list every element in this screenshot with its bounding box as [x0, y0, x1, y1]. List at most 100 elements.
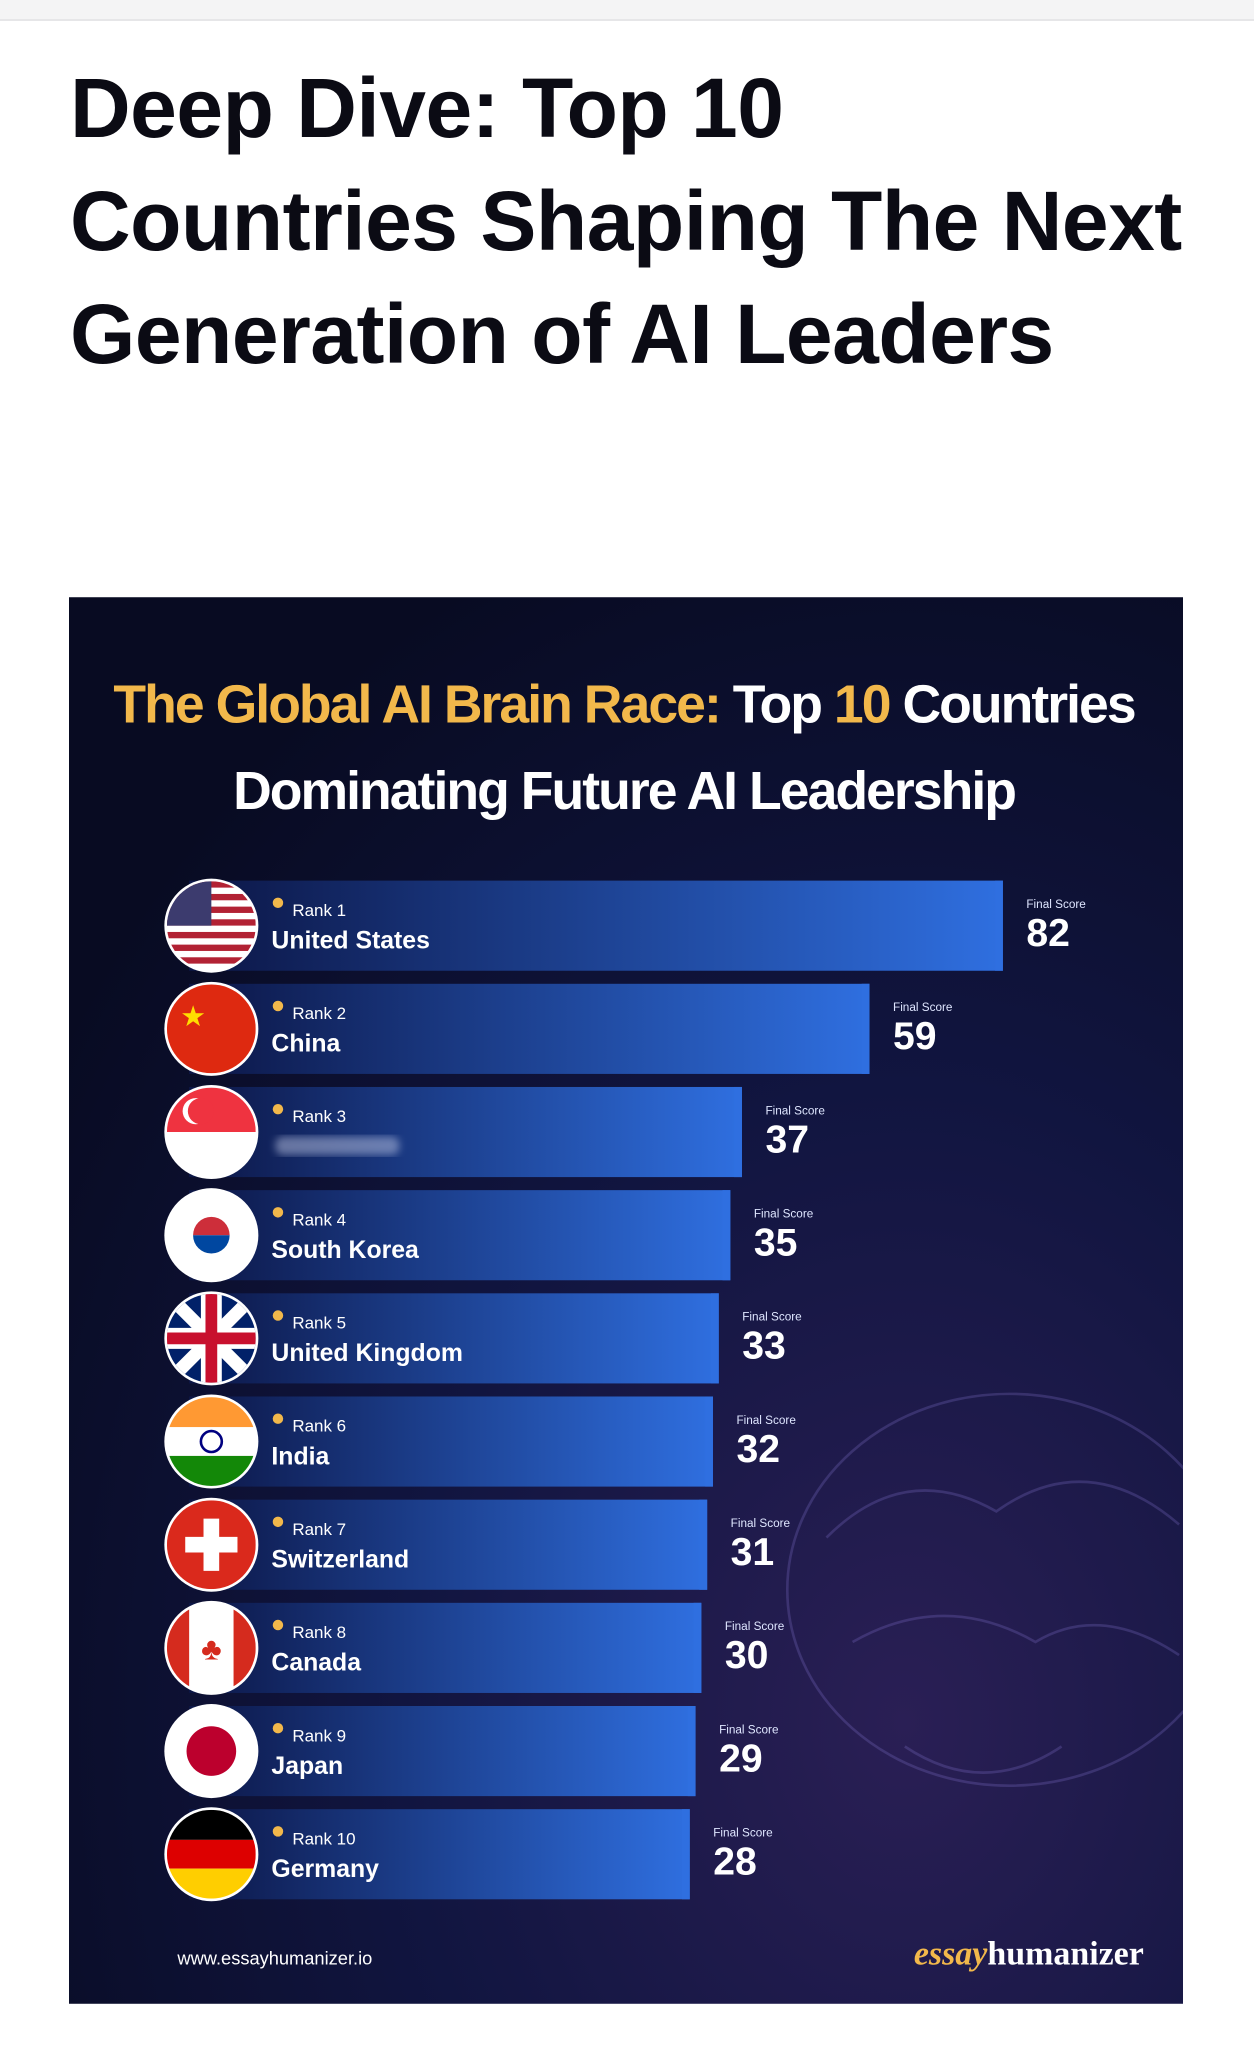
- browser-bar: [0, 0, 1254, 21]
- bar: [189, 1086, 742, 1178]
- rank-icon: [272, 1516, 284, 1528]
- bar-edge: [734, 1086, 742, 1178]
- flag: [166, 1190, 256, 1280]
- score-label: 82: [1026, 912, 1070, 955]
- rank-icon: [272, 1310, 284, 1321]
- bar: [189, 1706, 696, 1797]
- bar: [189, 1190, 731, 1281]
- score-caption: Final Score: [719, 1723, 779, 1736]
- bar-edge: [861, 983, 870, 1074]
- country-label: Germany: [271, 1856, 379, 1883]
- score-label: 28: [713, 1840, 757, 1883]
- country-label: Japan: [271, 1753, 343, 1780]
- flag: [166, 1087, 256, 1177]
- flag-part: [166, 984, 256, 1074]
- logo-part: essay: [914, 1936, 988, 1973]
- bar-edge: [693, 1602, 702, 1693]
- bar: [189, 1396, 713, 1487]
- brain-art: [786, 1392, 1183, 1787]
- bar: [189, 1499, 708, 1590]
- logo: essayhumanizer: [914, 1936, 1144, 1973]
- flag-part: [166, 931, 256, 939]
- country-label: United States: [271, 928, 429, 955]
- score-label: 37: [765, 1118, 809, 1161]
- rank-icon: [272, 1000, 284, 1012]
- bar: [189, 1293, 719, 1384]
- bar-edge: [722, 1190, 731, 1281]
- score-label: 33: [742, 1325, 786, 1368]
- bar: [189, 880, 1003, 971]
- footer-url: www.essayhumanizer.io: [176, 1948, 372, 1969]
- score-caption: Final Score: [736, 1414, 796, 1427]
- flag-part: [166, 1293, 256, 1383]
- rank-label: Rank 6: [292, 1417, 346, 1436]
- flag-part: [166, 944, 256, 951]
- country-label: South Korea: [271, 1237, 419, 1264]
- flag-part: ♣: [201, 1632, 222, 1667]
- flag: [166, 1809, 256, 1899]
- rank-icon: [272, 1103, 284, 1115]
- rank-label: Rank 10: [292, 1829, 355, 1848]
- bar-edge: [699, 1499, 708, 1590]
- score-label: 30: [725, 1634, 769, 1677]
- rank-label: Rank 9: [292, 1726, 346, 1745]
- rank-label: Rank 2: [292, 1004, 346, 1023]
- country-label: India: [271, 1443, 329, 1470]
- score-caption: Final Score: [893, 1001, 953, 1014]
- flag: ♣: [166, 1603, 256, 1693]
- bar: [189, 1809, 690, 1900]
- bar: [189, 1602, 702, 1693]
- score-caption: Final Score: [742, 1311, 802, 1324]
- rank-icon: [272, 1826, 284, 1837]
- score-label: 31: [731, 1531, 775, 1574]
- country-label: Canada: [271, 1650, 361, 1677]
- score-label: 32: [736, 1428, 780, 1471]
- score-label: 29: [719, 1737, 763, 1780]
- rank-label: Rank 7: [292, 1520, 346, 1539]
- score-caption: Final Score: [725, 1620, 785, 1633]
- score-caption: Final Score: [731, 1517, 791, 1530]
- score-label: 35: [754, 1221, 798, 1264]
- country-label: Switzerland: [271, 1547, 409, 1574]
- infographic: The Global AI Brain Race: Top 10 Countri…: [69, 597, 1183, 2004]
- bar-edge: [705, 1396, 713, 1487]
- rank-label: Rank 3: [292, 1107, 346, 1126]
- flag: [166, 1706, 256, 1796]
- bar-edge: [995, 880, 1003, 971]
- chart-title: The Global AI Brain Race: Top 10 Countri…: [113, 676, 1134, 735]
- title-part: The Global AI Brain Race:: [113, 676, 719, 735]
- rank-icon: [272, 897, 284, 909]
- score-caption: Final Score: [1026, 898, 1086, 911]
- bar-edge: [710, 1293, 719, 1384]
- title-part: Countries: [902, 676, 1134, 735]
- country-label: China: [271, 1031, 340, 1058]
- score-caption: Final Score: [754, 1208, 814, 1221]
- flag-part: [199, 1429, 224, 1454]
- bar: [189, 983, 870, 1074]
- flag: [166, 1500, 256, 1590]
- score-label: 59: [893, 1015, 937, 1058]
- flag: [166, 1397, 256, 1486]
- flag-part: [187, 1098, 214, 1125]
- blurred-label: [275, 1136, 400, 1155]
- flag-part: [166, 1839, 256, 1869]
- title-part: 10: [834, 676, 890, 735]
- chart-subtitle: Dominating Future AI Leadership: [233, 762, 1015, 821]
- rank-label: Rank 5: [292, 1314, 346, 1333]
- flag-part: [193, 1216, 230, 1236]
- rank-label: Rank 1: [292, 901, 346, 920]
- rank-icon: [272, 1207, 284, 1218]
- bar-edge: [681, 1809, 690, 1900]
- country-label: United Kingdom: [271, 1340, 462, 1367]
- flag-part: [193, 1235, 230, 1254]
- rank-label: Rank 8: [292, 1623, 346, 1642]
- rank-icon: [272, 1413, 284, 1424]
- flag-part: [185, 1518, 238, 1571]
- flag: ★: [166, 984, 256, 1074]
- score-caption: Final Score: [713, 1827, 773, 1840]
- rank-icon: [272, 1619, 284, 1631]
- title-part: Top: [733, 676, 822, 735]
- flag: [166, 1293, 256, 1383]
- flag-part: ★: [180, 1001, 206, 1033]
